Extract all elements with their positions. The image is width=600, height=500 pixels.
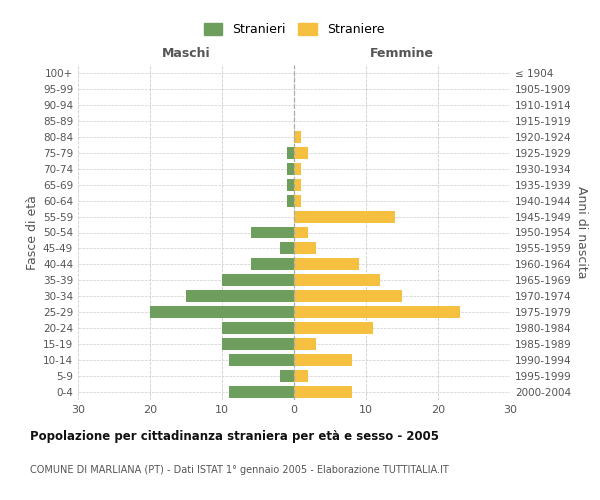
Y-axis label: Fasce di età: Fasce di età [26,195,39,270]
Bar [294,178,301,190]
Bar [229,386,294,398]
Bar [294,258,359,270]
Bar [229,354,294,366]
Text: COMUNE DI MARLIANA (PT) - Dati ISTAT 1° gennaio 2005 - Elaborazione TUTTITALIA.I: COMUNE DI MARLIANA (PT) - Dati ISTAT 1° … [30,465,449,475]
Bar [294,306,460,318]
Bar [294,386,352,398]
Legend: Stranieri, Straniere: Stranieri, Straniere [199,18,389,42]
Text: Maschi: Maschi [161,47,211,60]
Bar [294,147,308,158]
Bar [287,162,294,174]
Bar [251,258,294,270]
Bar [222,274,294,286]
Bar [294,338,316,350]
Bar [287,147,294,158]
Bar [251,226,294,238]
Bar [222,322,294,334]
Bar [294,194,301,206]
Bar [294,322,373,334]
Bar [222,338,294,350]
Bar [294,242,316,254]
Bar [294,370,308,382]
Bar [294,226,308,238]
Bar [150,306,294,318]
Bar [294,354,352,366]
Y-axis label: Anni di nascita: Anni di nascita [575,186,588,279]
Bar [287,178,294,190]
Bar [294,274,380,286]
Bar [294,290,402,302]
Text: Femmine: Femmine [370,47,434,60]
Bar [294,210,395,222]
Bar [294,162,301,174]
Text: Popolazione per cittadinanza straniera per età e sesso - 2005: Popolazione per cittadinanza straniera p… [30,430,439,443]
Bar [186,290,294,302]
Bar [294,131,301,143]
Bar [280,370,294,382]
Bar [280,242,294,254]
Bar [287,194,294,206]
